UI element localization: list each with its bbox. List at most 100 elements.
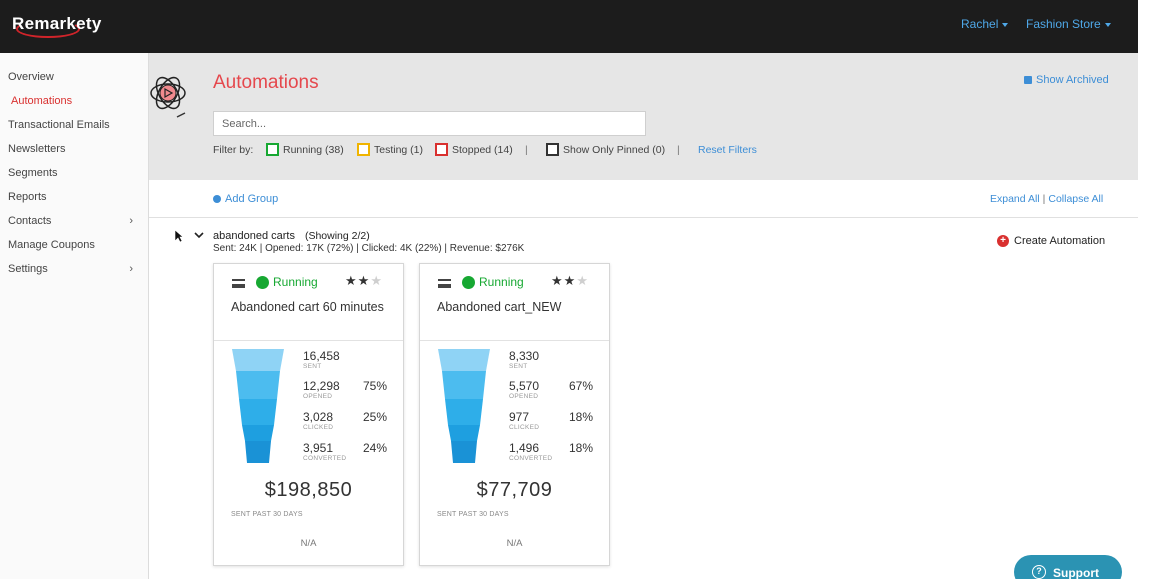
page-title: Automations <box>213 72 319 93</box>
metric-value: 16,458 <box>303 349 340 363</box>
sidebar-item-automations[interactable]: Automations <box>11 95 141 107</box>
metric-converted: 1,496 CONVERTED 18% <box>509 441 604 462</box>
store-menu[interactable]: Fashion Store <box>1026 17 1111 31</box>
rating-stars[interactable]: ★★★ <box>345 273 383 289</box>
sidebar-item-reports[interactable]: Reports <box>8 191 138 203</box>
metric-clicked: 3,028 CLICKED 25% <box>303 410 398 431</box>
testing-filter-label[interactable]: Testing (1) <box>374 144 424 156</box>
star-filled-icon: ★ <box>345 273 358 288</box>
logo-swoosh <box>16 20 80 38</box>
status-running-icon <box>256 276 269 289</box>
metric-percent: 75% <box>362 379 387 393</box>
metric-converted: 3,951 CONVERTED 24% <box>303 441 398 462</box>
sidebar-item-manage-coupons[interactable]: Manage Coupons <box>8 239 138 251</box>
separator: | <box>525 144 528 156</box>
sidebar-item-contacts[interactable]: Contacts › <box>8 215 138 227</box>
star-empty-icon: ★ <box>576 273 589 288</box>
automation-card[interactable]: Running ★★★ Abandoned cart 60 minutes 16… <box>213 263 404 566</box>
show-archived-link[interactable]: Show Archived <box>1024 74 1109 86</box>
metric-percent: 18% <box>568 410 593 424</box>
sidebar-item-label: Settings <box>8 263 48 275</box>
group-toolbar <box>149 180 1138 218</box>
metric-value: 977 <box>509 410 530 424</box>
menu-icon[interactable] <box>232 279 245 288</box>
plus-circle-icon: + <box>997 235 1009 248</box>
sidebar-item-overview[interactable]: Overview <box>8 71 138 83</box>
search-input[interactable] <box>213 111 646 136</box>
menu-icon[interactable] <box>438 279 451 288</box>
add-group-button[interactable]: Add Group <box>213 193 278 205</box>
metric-opened: 5,570 OPENED 67% <box>509 379 604 400</box>
user-menu[interactable]: Rachel <box>961 17 1009 31</box>
revenue-value: $77,709 <box>476 479 553 501</box>
sidebar-item-label: Manage Coupons <box>8 239 95 251</box>
support-button[interactable]: ? Support <box>1014 555 1122 579</box>
metric-value: 1,496 <box>509 441 540 455</box>
sidebar-item-settings[interactable]: Settings › <box>8 263 138 275</box>
metric-percent: 24% <box>362 441 387 455</box>
user-name: Rachel <box>961 17 999 31</box>
status-running-icon <box>462 276 475 289</box>
funnel-chart <box>438 349 490 463</box>
funnel-chart <box>232 349 284 463</box>
status-label: Running <box>479 275 524 289</box>
top-bar: Remarkety Rachel Fashion Store <box>0 0 1138 53</box>
sidebar-item-segments[interactable]: Segments <box>8 167 138 179</box>
metric-label: SENT <box>509 363 528 370</box>
sidebar <box>0 53 149 579</box>
rating-stars[interactable]: ★★★ <box>551 273 589 289</box>
running-filter-label[interactable]: Running (38) <box>283 144 344 156</box>
separator: | <box>677 144 680 156</box>
separator: | <box>1042 193 1046 205</box>
caret-down-icon <box>1104 22 1111 27</box>
store-name: Fashion Store <box>1026 17 1101 31</box>
card-title[interactable]: Abandoned cart_NEW <box>437 300 562 314</box>
running-filter-checkbox[interactable] <box>266 143 279 156</box>
metric-value: 3,028 <box>303 410 334 424</box>
window-edge <box>1138 0 1150 579</box>
caret-down-icon <box>1002 22 1009 27</box>
group-showing-count: (Showing 2/2) <box>304 230 370 242</box>
metric-value: 5,570 <box>509 379 540 393</box>
expand-collapse-links: Expand All | Collapse All <box>990 193 1103 205</box>
metric-value: 8,330 <box>509 349 540 363</box>
sidebar-item-label: Segments <box>8 167 58 179</box>
metric-percent: 67% <box>568 379 593 393</box>
metric-clicked: 977 CLICKED 18% <box>509 410 604 431</box>
create-automation-button[interactable]: + Create Automation <box>997 235 1106 248</box>
metric-label: OPENED <box>303 393 333 400</box>
stopped-filter-checkbox[interactable] <box>435 143 448 156</box>
testing-filter-checkbox[interactable] <box>357 143 370 156</box>
metric-label: SENT <box>303 363 322 370</box>
metric-label: OPENED <box>509 393 539 400</box>
revenue-caption: SENT PAST 30 DAYS <box>437 511 509 518</box>
stopped-filter-label[interactable]: Stopped (14) <box>452 144 513 156</box>
star-filled-icon: ★ <box>563 273 577 288</box>
pinned-filter-label[interactable]: Show Only Pinned (0) <box>563 144 666 156</box>
create-automation-label: Create Automation <box>1014 235 1106 247</box>
group-title[interactable]: abandoned carts (Showing 2/2) <box>213 230 370 242</box>
show-archived-label: Show Archived <box>1036 74 1109 86</box>
automation-card[interactable]: Running ★★★ Abandoned cart_NEW 8,330 SENT… <box>419 263 610 566</box>
metric-opened: 12,298 OPENED 75% <box>303 379 398 400</box>
filter-label: Filter by: <box>213 144 254 156</box>
reset-filters-link[interactable]: Reset Filters <box>698 144 757 156</box>
card-footer: N/A <box>300 538 317 549</box>
metric-sent: 8,330 SENT <box>509 349 604 370</box>
group-name: abandoned carts <box>213 230 295 242</box>
metric-label: CONVERTED <box>303 455 347 462</box>
star-filled-icon: ★ <box>551 273 564 288</box>
pinned-filter-checkbox[interactable] <box>546 143 559 156</box>
help-icon: ? <box>1032 565 1046 579</box>
card-title[interactable]: Abandoned cart 60 minutes <box>231 300 384 314</box>
chevron-down-icon[interactable] <box>194 230 204 240</box>
star-filled-icon: ★ <box>357 273 371 288</box>
sidebar-item-label: Reports <box>8 191 47 203</box>
app-logo[interactable]: Remarkety <box>12 14 102 33</box>
sidebar-item-label: Automations <box>11 95 73 107</box>
metric-value: 12,298 <box>303 379 340 393</box>
collapse-all-link[interactable]: Collapse All <box>1048 193 1104 205</box>
expand-all-link[interactable]: Expand All <box>990 193 1040 205</box>
sidebar-item-transactional-emails[interactable]: Transactional Emails <box>8 119 138 131</box>
sidebar-item-newsletters[interactable]: Newsletters <box>8 143 138 155</box>
